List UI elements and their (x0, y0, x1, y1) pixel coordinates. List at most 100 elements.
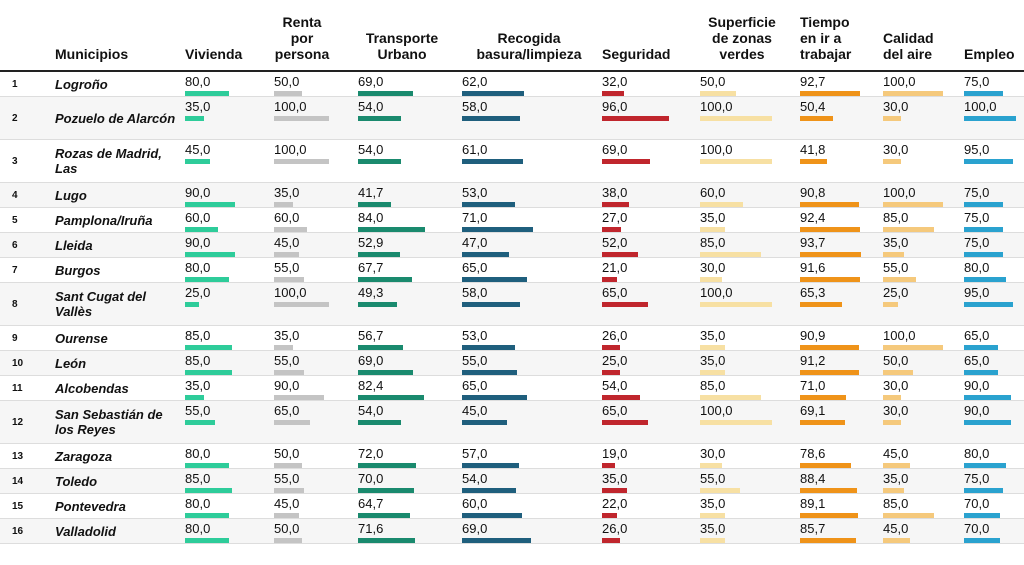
value-label: 47,0 (462, 235, 488, 250)
cell-aire: 35,0 (883, 469, 964, 494)
cell-tiempo: 93,7 (800, 233, 883, 258)
cell-renta: 50,0 (274, 444, 358, 469)
cell-seguridad: 96,0 (602, 97, 700, 140)
table-row: 8 Sant Cugat del Vallès 25,0 100,0 49,3 58,0 6… (0, 282, 1024, 326)
value-bar (462, 227, 533, 232)
value-label: 52,0 (602, 235, 628, 250)
cell-basura: 65,0 (462, 376, 602, 401)
value-label: 45,0 (462, 403, 488, 418)
value-bar (883, 420, 901, 425)
cell-basura: 53,0 (462, 183, 602, 208)
value-bar (800, 370, 859, 375)
value-bar (602, 538, 620, 543)
table-row: 12 San Sebastián de los Reyes 55,0 65,0 54,0… (0, 400, 1024, 444)
value-label: 38,0 (602, 185, 628, 200)
row-rank: 16 (12, 525, 24, 537)
value-label: 49,3 (358, 285, 384, 300)
value-label: 50,4 (800, 99, 826, 114)
cell-renta: 55,0 (274, 469, 358, 494)
value-label: 84,0 (358, 210, 384, 225)
value-label: 41,7 (358, 185, 384, 200)
value-bar (700, 395, 761, 400)
value-label: 41,8 (800, 142, 826, 157)
table-row: 9 Ourense 85,0 35,0 56,7 53,0 26,0 35,0 90,9 100,… (0, 326, 1024, 351)
municipality-name: Toledo (55, 473, 98, 489)
value-bar (883, 277, 916, 282)
cell-seguridad: 52,0 (602, 233, 700, 258)
value-label: 35,0 (700, 521, 726, 536)
cell-transporte: 54,0 (358, 401, 462, 444)
cell-aire: 100,0 (883, 183, 964, 208)
municipality-name: Sant Cugat del Vallès (55, 289, 147, 319)
municipality-name: Pontevedra (55, 498, 126, 514)
value-label: 100,0 (700, 99, 733, 114)
header-row: Municipios Vivienda Renta por persona Tr… (0, 0, 1024, 72)
value-bar (883, 463, 910, 468)
cell-verdes: 30,0 (700, 258, 800, 283)
value-bar (358, 252, 400, 257)
value-bar (883, 227, 934, 232)
value-bar (462, 277, 527, 282)
cell-aire: 100,0 (883, 71, 964, 97)
value-bar (700, 370, 725, 375)
value-label: 50,0 (883, 353, 909, 368)
value-bar (358, 302, 397, 307)
value-label: 50,0 (274, 74, 300, 89)
value-label: 65,0 (462, 378, 488, 393)
cell-verdes: 55,0 (700, 469, 800, 494)
value-bar (700, 277, 722, 282)
row-rank: 7 (12, 264, 18, 276)
value-label: 85,0 (883, 496, 909, 511)
row-rank: 11 (12, 382, 23, 394)
ranking-table: Municipios Vivienda Renta por persona Tr… (0, 0, 1024, 544)
value-bar (358, 370, 413, 375)
cell-seguridad: 69,0 (602, 140, 700, 183)
value-bar (358, 345, 403, 350)
municipality-name: Logroño (55, 76, 108, 92)
value-label: 25,0 (602, 353, 628, 368)
cell-transporte: 70,0 (358, 469, 462, 494)
header-vivienda: Vivienda (185, 0, 274, 72)
cell-transporte: 54,0 (358, 97, 462, 140)
cell-basura: 58,0 (462, 97, 602, 140)
municipality-name: San Sebastián de los Reyes (55, 407, 163, 437)
row-rank: 9 (12, 332, 18, 344)
cell-empleo: 75,0 (964, 469, 1024, 494)
value-label: 54,0 (358, 403, 384, 418)
value-label: 45,0 (274, 496, 300, 511)
value-bar (883, 345, 943, 350)
value-bar (274, 227, 307, 232)
cell-tiempo: 90,8 (800, 183, 883, 208)
value-bar (185, 302, 199, 307)
value-label: 60,0 (185, 210, 211, 225)
value-bar (462, 91, 524, 96)
cell-aire: 30,0 (883, 401, 964, 444)
value-bar (964, 370, 998, 375)
value-label: 60,0 (462, 496, 488, 511)
value-label: 35,0 (883, 235, 909, 250)
value-label: 50,0 (700, 74, 726, 89)
value-bar (964, 91, 1003, 96)
value-bar (700, 252, 761, 257)
header-basura: Recogida basura/limpieza (462, 0, 602, 72)
cell-empleo: 80,0 (964, 258, 1024, 283)
value-bar (462, 345, 515, 350)
value-bar (602, 252, 638, 257)
cell-verdes: 35,0 (700, 519, 800, 544)
table-row: 1 Logroño 80,0 50,0 69,0 62,0 32,0 50,0 92,7 100,… (0, 71, 1024, 97)
value-label: 35,0 (700, 328, 726, 343)
value-label: 85,0 (185, 353, 211, 368)
value-bar (602, 513, 617, 518)
value-label: 30,0 (883, 99, 909, 114)
value-bar (964, 395, 1011, 400)
cell-seguridad: 25,0 (602, 351, 700, 376)
value-label: 62,0 (462, 74, 488, 89)
value-label: 69,0 (358, 74, 384, 89)
cell-tiempo: 50,4 (800, 97, 883, 140)
value-label: 55,0 (462, 353, 488, 368)
value-label: 85,0 (700, 378, 726, 393)
value-bar (964, 538, 1000, 543)
value-bar (700, 513, 725, 518)
value-label: 53,0 (462, 328, 488, 343)
value-label: 80,0 (185, 446, 211, 461)
